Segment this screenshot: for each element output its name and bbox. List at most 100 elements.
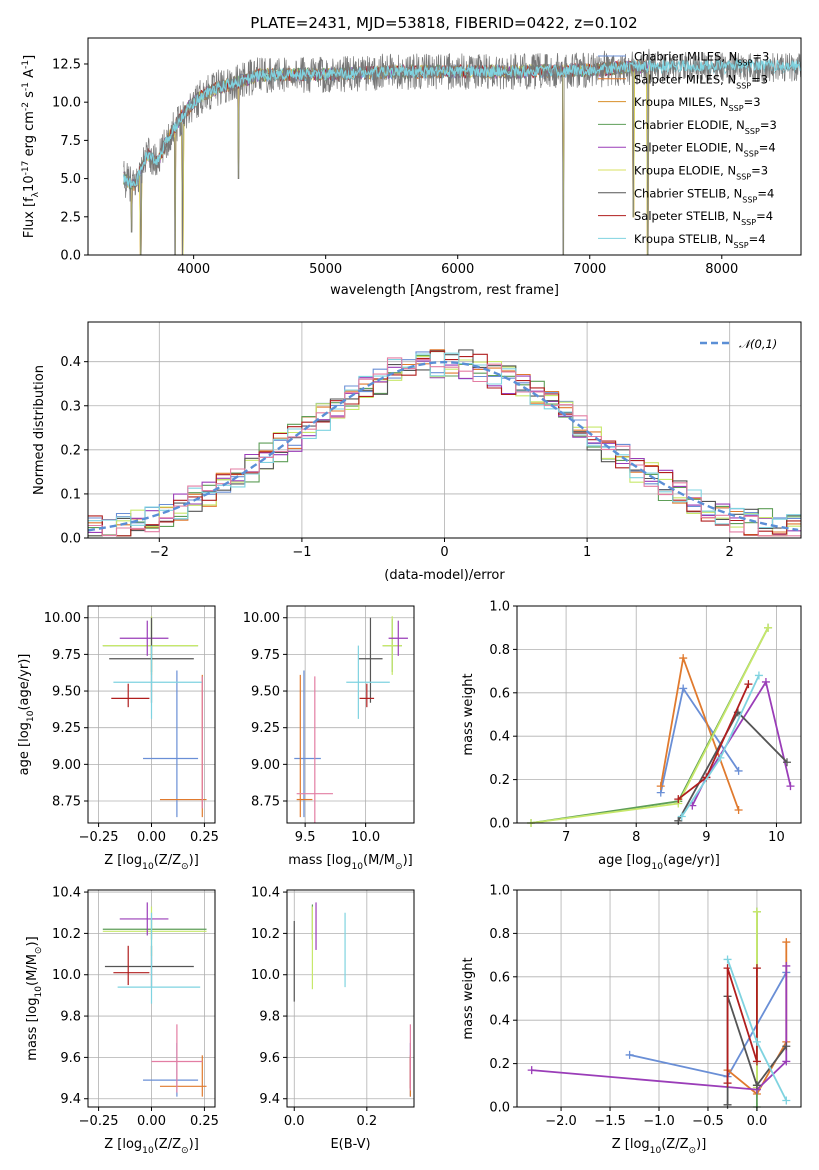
y-tick-label: 10.2: [251, 927, 280, 942]
x-tick-label: −1.5: [594, 1114, 626, 1129]
y-tick-label: 10.0: [52, 96, 81, 111]
legend-label: Kroupa STELIB, NSSP=4: [634, 232, 766, 250]
y-tick-label: 9.6: [60, 1051, 81, 1066]
weight-marker: [782, 961, 791, 970]
weight-marker: [754, 671, 763, 680]
weight-marker: [752, 1081, 761, 1090]
x-tick-label: 0.00: [137, 830, 166, 845]
weight-marker: [752, 1057, 761, 1066]
y-tick-label: 0.2: [60, 443, 81, 458]
y-tick-label: 0.8: [489, 927, 510, 942]
y-tick-label: 9.8: [60, 1010, 81, 1025]
observed-spectrum-line: [123, 48, 801, 255]
weight-marker: [679, 654, 688, 663]
axes-frame: [286, 605, 415, 824]
weight-vs-age-panel: 7 8 9 10 0.0 0.2 0.4 0.6 0.8 1.0 age [log10(age/yr…: [461, 600, 802, 872]
x-tick-label: −0.5: [692, 1114, 724, 1129]
axes-frame: [516, 605, 802, 824]
residual-histogram-panel: 𝒩(0,1) −2 −1 0 1 2 0.0 0.1 0.2 0.3 0.4 (data-model)…: [32, 321, 802, 583]
best-model-spectrum-line: [123, 58, 801, 188]
legend-label: Chabrier MILES, NSSP=3: [634, 50, 769, 68]
x-axis-label: E(B-V): [330, 1137, 370, 1152]
y-axis-label: Flux [fλ10-17 erg cm-2 s-1 A-1]: [21, 55, 41, 238]
y-tick-label: 9.6: [259, 1051, 280, 1066]
y-tick-label: 12.5: [52, 57, 81, 72]
weight-marker: [723, 955, 732, 964]
weight-marker: [764, 623, 773, 632]
residual-histogram-step: [88, 357, 801, 537]
legend-label: Salpeter STELIB, NSSP=4: [634, 209, 773, 227]
x-tick-label: 0: [440, 545, 448, 560]
y-tick-label: 0.4: [489, 1014, 510, 1029]
y-tick-label: 0.0: [60, 249, 81, 264]
weight-marker: [723, 1079, 732, 1088]
y-tick-label: 5.0: [60, 172, 81, 187]
model-spectrum-line: [123, 60, 650, 255]
weight-marker: [625, 1050, 634, 1059]
x-tick-label: −1: [292, 545, 311, 560]
x-tick-label: −0.25: [79, 830, 119, 845]
legend-label: Salpeter ELODIE, NSSP=4: [634, 141, 776, 159]
weight-marker: [677, 812, 686, 821]
y-axis-label: mass weight: [461, 957, 476, 1039]
x-axis-label: (data-model)/error: [384, 568, 505, 583]
x-tick-label: 9.5: [295, 830, 316, 845]
y-tick-label: 8.75: [52, 795, 81, 810]
weight-marker: [734, 805, 743, 814]
model-spectrum-line: [123, 59, 650, 255]
x-axis-label: wavelength [Angstrom, rest frame]: [330, 283, 559, 298]
weight-marker: [744, 680, 753, 689]
y-tick-label: 9.4: [259, 1092, 280, 1107]
y-axis-label: mass weight: [461, 673, 476, 755]
legend-label: Chabrier ELODIE, NSSP=3: [634, 118, 777, 136]
y-tick-label: 0.4: [489, 730, 510, 745]
x-tick-label: 5000: [309, 262, 342, 277]
x-tick-label: 10.0: [351, 830, 380, 845]
x-tick-label: 0.2: [356, 1114, 377, 1129]
y-axis-label: age [log10(age/yr)]: [17, 654, 36, 776]
y-tick-label: 9.50: [251, 685, 280, 700]
spectrum-panel: Chabrier MILES, NSSP=3 Salpeter MILES, NS…: [21, 37, 802, 298]
x-tick-label: 10: [768, 830, 785, 845]
weight-series-line: [677, 710, 788, 822]
weight-vs-metallicity-panel: −2.0 −1.5 −1.0 −0.5 0.0 0.0 0.2 0.4 0.6 0.8 1.0 Z […: [461, 884, 802, 1156]
y-tick-label: 9.00: [52, 758, 81, 773]
y-tick-label: 9.25: [52, 721, 81, 736]
x-tick-label: 7000: [573, 262, 606, 277]
y-tick-label: 9.8: [259, 1010, 280, 1025]
x-tick-label: 7: [562, 830, 570, 845]
legend-label: Chabrier STELIB, NSSP=4: [634, 186, 774, 204]
weight-marker: [527, 1066, 536, 1075]
weight-marker: [782, 1057, 791, 1066]
x-tick-label: −0.25: [79, 1114, 119, 1129]
y-tick-label: 9.50: [52, 685, 81, 700]
y-tick-label: 1.0: [489, 884, 510, 899]
weight-marker: [782, 1042, 791, 1051]
y-tick-label: 0.6: [489, 970, 510, 985]
y-tick-label: 0.0: [489, 817, 510, 832]
y-tick-label: 0.0: [60, 532, 81, 547]
y-tick-label: 0.4: [60, 355, 81, 370]
weight-marker: [656, 782, 665, 791]
weight-marker: [734, 766, 743, 775]
weight-marker: [716, 753, 725, 762]
x-axis-label: Z [log10(Z/Z⊙)]: [612, 1137, 707, 1156]
x-tick-label: 0.0: [284, 1114, 305, 1129]
x-tick-label: 1: [583, 545, 591, 560]
x-tick-label: 0.25: [190, 1114, 219, 1129]
weight-marker: [782, 1096, 791, 1105]
y-tick-label: 8.75: [251, 795, 280, 810]
x-tick-label: 8: [632, 830, 640, 845]
x-tick-label: 0.25: [190, 830, 219, 845]
x-tick-label: 4000: [177, 262, 210, 277]
y-tick-label: 0.0: [489, 1101, 510, 1116]
weight-marker: [752, 907, 761, 916]
x-tick-label: 8000: [705, 262, 738, 277]
y-tick-label: 9.25: [251, 721, 280, 736]
weight-series-line: [531, 966, 788, 1091]
x-tick-label: −2: [150, 545, 169, 560]
y-axis-label: mass [log10(M/M⊙)]: [25, 936, 44, 1060]
legend-label: Kroupa MILES, NSSP=3: [634, 95, 761, 113]
x-tick-label: 9: [702, 830, 710, 845]
normal-reference-curve: [88, 360, 799, 532]
